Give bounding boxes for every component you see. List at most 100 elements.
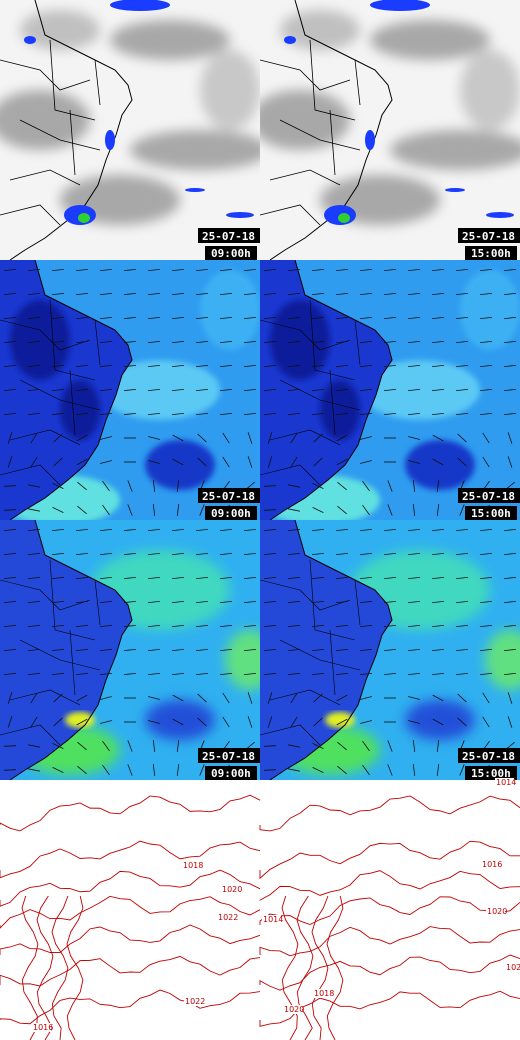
- wind-arrow: [267, 432, 273, 444]
- wind-arrow: [313, 693, 323, 703]
- wind-arrow: [432, 694, 444, 702]
- wind-arrow: [99, 649, 113, 651]
- wind-arrow: [503, 577, 517, 579]
- wind-arrow: [171, 341, 185, 343]
- wind-arrow: [335, 413, 349, 415]
- wind-arrow: [123, 625, 137, 627]
- wind-arrow: [99, 293, 113, 295]
- wind-arrow: [171, 553, 185, 555]
- isobar: [0, 924, 261, 955]
- wind-arrow: [479, 365, 493, 367]
- wind-arrow: [362, 480, 370, 492]
- wind-arrow: [3, 529, 17, 531]
- wind-arrow: [219, 413, 233, 415]
- wind-arrow: [360, 720, 372, 724]
- wind-arrow: [51, 529, 65, 531]
- time-label: 09:00h: [211, 767, 251, 780]
- wind-arrow: [263, 485, 277, 487]
- wind-arrow: [51, 317, 65, 319]
- wind-arrow: [412, 503, 416, 517]
- wind-arrow: [76, 434, 88, 442]
- isobar: [0, 794, 261, 832]
- wind-arrow: [3, 389, 17, 391]
- wind-arrow: [431, 389, 445, 391]
- isobar: [259, 840, 520, 880]
- wind-arrow: [247, 456, 253, 468]
- wind-arrow: [199, 764, 205, 776]
- wind-arrow: [3, 509, 17, 511]
- wind-arrow: [407, 365, 421, 367]
- wind-arrow: [267, 456, 273, 468]
- contour-label: 1022: [218, 913, 238, 922]
- wind-arrow: [335, 577, 349, 579]
- contour-label-bg: [217, 913, 236, 922]
- wind-arrow: [52, 483, 64, 489]
- wind-arrow: [479, 389, 493, 391]
- wind-arrow: [432, 718, 444, 726]
- wind-arrow: [219, 317, 233, 319]
- wind-arrow: [479, 269, 493, 271]
- date-label: 25-07-18: [462, 750, 515, 763]
- wind-arrow: [243, 389, 257, 391]
- contour-label: 1014: [496, 778, 516, 787]
- wind-arrow: [311, 341, 325, 343]
- wind-arrow: [152, 479, 156, 493]
- wind-arrow: [335, 601, 349, 603]
- wind-arrow: [3, 745, 17, 747]
- contour-label: 1014: [263, 915, 283, 924]
- wind-arrow: [3, 485, 17, 487]
- wind-arrow: [431, 293, 445, 295]
- wind-arrows: [263, 529, 517, 777]
- wind-arrow: [147, 649, 161, 651]
- wind-arrow: [359, 413, 373, 415]
- wind-arrow: [30, 456, 38, 468]
- wind-arrow: [195, 625, 209, 627]
- wind-arrow: [7, 716, 13, 728]
- wind-arrow: [3, 577, 17, 579]
- wind-arrow: [335, 649, 349, 651]
- wind-arrow: [359, 601, 373, 603]
- date-label: 25-07-18: [202, 750, 255, 763]
- wind-arrow: [243, 649, 257, 651]
- wind-arrow: [311, 577, 325, 579]
- wind-arrow: [219, 649, 233, 651]
- wind-arrow: [383, 317, 397, 319]
- wind-arrow: [28, 508, 40, 512]
- wind-arrow: [243, 317, 257, 319]
- wind-arrow: [176, 763, 180, 777]
- wind-arrow: [99, 341, 113, 343]
- wind-arrow: [337, 765, 347, 775]
- isobar: [0, 869, 261, 907]
- wind-arrow: [77, 741, 87, 751]
- wind-arrow: [479, 601, 493, 603]
- wind-arrow: [455, 341, 469, 343]
- wind-arrow: [27, 601, 41, 603]
- isobar: [259, 795, 520, 832]
- wind-arrow: [195, 365, 209, 367]
- wind-arrow: [222, 692, 230, 704]
- wind-arrow: [52, 507, 64, 513]
- wind-arrow: [243, 553, 257, 555]
- map-panel: 25-07-18 09:00h: [0, 520, 260, 780]
- wind-arrow: [243, 341, 257, 343]
- wind-arrow: [195, 341, 209, 343]
- wind-arrow: [243, 413, 257, 415]
- wind-arrow: [288, 768, 300, 772]
- wind-arrow: [27, 673, 41, 675]
- wind-arrow: [311, 365, 325, 367]
- wind-arrow: [75, 553, 89, 555]
- wind-arrow: [219, 553, 233, 555]
- wind-arrow: [263, 389, 277, 391]
- wind-arrow: [359, 649, 373, 651]
- wind-arrow: [27, 269, 41, 271]
- wind-arrow: [219, 577, 233, 579]
- time-label: 15:00h: [471, 767, 511, 780]
- wind-arrow: [457, 457, 467, 467]
- wind-arrow: [148, 436, 160, 440]
- wind-arrow: [335, 389, 349, 391]
- wind-arrow: [51, 577, 65, 579]
- wind-arrow: [407, 553, 421, 555]
- time-box: [205, 766, 257, 780]
- wind-arrow: [455, 293, 469, 295]
